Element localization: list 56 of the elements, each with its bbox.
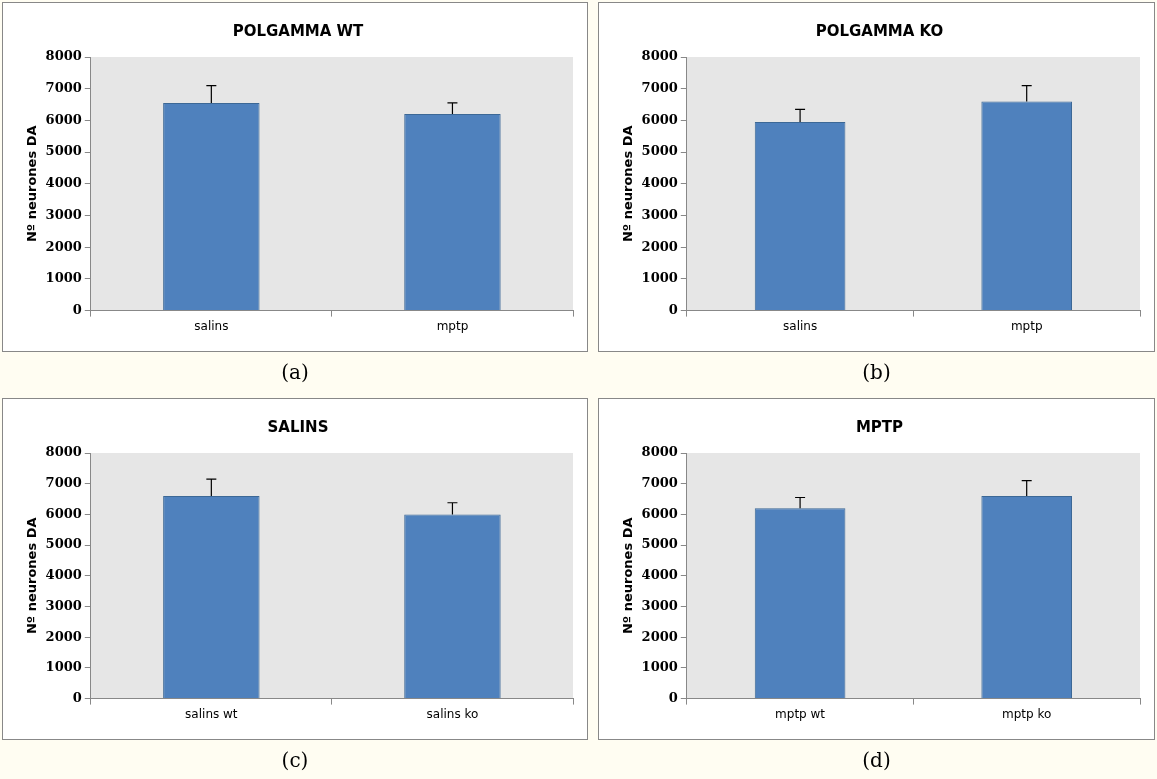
- y-tick-label: 3000: [45, 597, 82, 613]
- y-axis-title: Nº neurones DA: [24, 517, 40, 635]
- y-tick-label: 6000: [641, 505, 678, 521]
- text: (c): [280, 748, 310, 772]
- x-tick-label: salins: [783, 318, 818, 333]
- y-tick-label: 5000: [641, 536, 678, 552]
- y-tick-label: 5000: [45, 536, 82, 552]
- y-tick-label: 5000: [45, 143, 82, 159]
- y-tick-label: 7000: [45, 475, 82, 491]
- y-tick-label: 6000: [641, 111, 678, 127]
- y-tick-label: 4000: [641, 175, 678, 191]
- y-tick-label: 2000: [641, 628, 678, 644]
- y-tick-label: 4000: [45, 175, 82, 191]
- text: (d): [861, 748, 892, 772]
- y-tick-label: 8000: [45, 48, 82, 64]
- x-tick-label: salins: [194, 318, 229, 333]
- y-tick-label: 8000: [641, 444, 678, 460]
- y-tick-label: 0: [668, 301, 678, 317]
- chart-title: MPTP: [855, 417, 904, 436]
- y-tick-label: 0: [72, 301, 82, 317]
- x-tick-label: salins wt: [185, 706, 238, 721]
- x-tick-label: mptp: [436, 318, 469, 333]
- y-tick-label: 1000: [641, 659, 678, 675]
- chart-title: POLGAMMA KO: [815, 21, 944, 40]
- y-tick-label: 1000: [45, 659, 82, 675]
- y-tick-label: 3000: [641, 206, 678, 222]
- y-tick-label: 2000: [45, 628, 82, 644]
- x-tick-label: mptp wt: [775, 706, 826, 721]
- text: (b): [861, 360, 892, 384]
- y-tick-label: 4000: [641, 567, 678, 583]
- y-tick-label: 7000: [641, 80, 678, 96]
- x-tick-label: salins ko: [426, 706, 479, 721]
- chart-title: SALINS: [267, 417, 329, 436]
- y-tick-label: 3000: [641, 597, 678, 613]
- y-axis-title: Nº neurones DA: [620, 517, 636, 635]
- x-tick-label: mptp ko: [1002, 706, 1052, 721]
- y-tick-label: 0: [668, 689, 678, 705]
- y-tick-label: 3000: [45, 206, 82, 222]
- y-tick-label: 2000: [45, 238, 82, 254]
- y-tick-label: 1000: [641, 270, 678, 286]
- chart-title: POLGAMMA WT: [232, 21, 365, 40]
- y-tick-label: 0: [72, 689, 82, 705]
- y-tick-label: 7000: [641, 475, 678, 491]
- y-tick-label: 8000: [641, 48, 678, 64]
- y-tick-label: 7000: [45, 80, 82, 96]
- y-tick-label: 4000: [45, 567, 82, 583]
- y-tick-label: 8000: [45, 444, 82, 460]
- y-tick-label: 6000: [45, 111, 82, 127]
- text: (a): [280, 360, 310, 384]
- y-tick-label: 6000: [45, 505, 82, 521]
- y-tick-label: 2000: [641, 238, 678, 254]
- y-axis-title: Nº neurones DA: [24, 125, 40, 243]
- y-tick-label: 5000: [641, 143, 678, 159]
- y-tick-label: 1000: [45, 270, 82, 286]
- x-tick-label: mptp: [1010, 318, 1043, 333]
- y-axis-title: Nº neurones DA: [620, 125, 636, 243]
